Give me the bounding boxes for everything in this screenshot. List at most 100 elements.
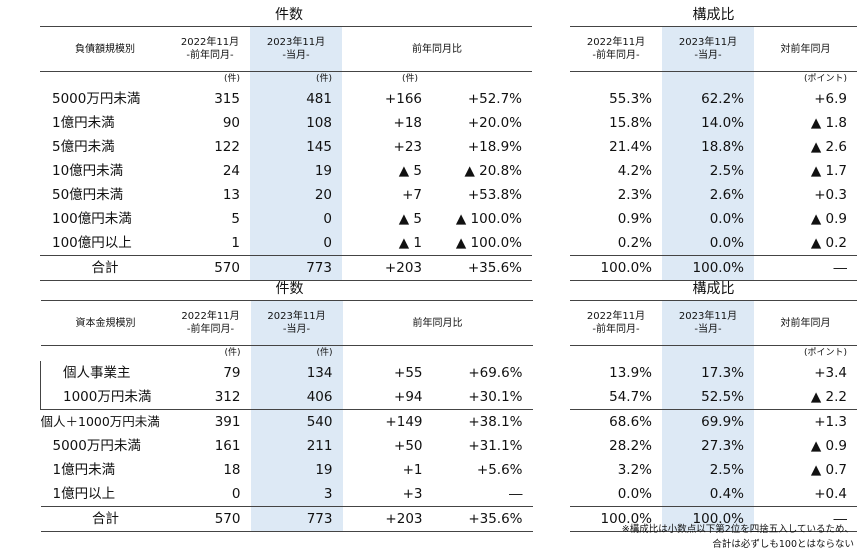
cell-prev: 0 xyxy=(231,486,241,502)
table-cell xyxy=(41,278,171,301)
column-header-prev: 2022年11月 -前年同月- xyxy=(170,300,251,346)
table-row: 50億円未満 13 20 +7 +53.8% xyxy=(40,183,532,207)
subtotal-row: 個人＋1000万円未満 391 540 +149 +38.1% xyxy=(40,409,533,434)
table-cell: 0.2% xyxy=(617,235,652,251)
cell-prev: 1 xyxy=(231,235,240,251)
ratio-table-capital: 構成比 2022年11月 -前年同月- 2023年11月 -当月- 対前年同月 (ポ… xyxy=(570,278,857,532)
table-cell: 0.0% xyxy=(662,231,754,256)
cell-current: 0 xyxy=(250,231,342,256)
cell-current: 773 xyxy=(250,255,342,281)
row-label: 1000万円未満 xyxy=(40,385,171,410)
table-cell: 55.3% xyxy=(609,91,652,107)
table-cell: +3.4 xyxy=(814,365,847,381)
cell-prev: 570 xyxy=(170,506,251,532)
table-cell: 27.3% xyxy=(662,434,754,458)
table-cell: ▲ 1.8 xyxy=(810,115,847,131)
column-header-current: 2023年11月 -当月- xyxy=(250,300,343,346)
table-cell: ▲ 1.7 xyxy=(810,163,847,179)
cell-current: 145 xyxy=(250,135,342,159)
table-row: 0.0% 0.4% +0.4 xyxy=(570,482,857,507)
column-header-yoy: 対前年同月 xyxy=(754,300,857,346)
section-title: 構成比 xyxy=(692,7,735,23)
count-table-capital: 件数 資本金規模別 2022年11月 -前年同月- 2023年11月 -当月- 前年… xyxy=(40,278,533,532)
table-cell: 28.2% xyxy=(609,438,652,454)
table-row: 0.2% 0.0% ▲ 0.2 xyxy=(570,231,857,256)
row-label: 50億円未満 xyxy=(52,187,124,203)
unit-label: (件) xyxy=(223,74,240,84)
cell-prev: 13 xyxy=(222,187,240,203)
table-cell: 0.9% xyxy=(617,211,652,227)
column-header-prev: 2022年11月 -前年同月- xyxy=(570,26,662,72)
table-cell xyxy=(570,72,662,88)
column-header-current: 2023年11月 -当月- xyxy=(662,26,754,72)
table-cell: 52.5% xyxy=(662,385,754,410)
cell-yoy: +166 +52.7% xyxy=(384,91,523,107)
unit-label: (件) xyxy=(250,345,343,361)
table-cell: 68.6% xyxy=(570,409,662,434)
table-row: 2.3% 2.6% +0.3 xyxy=(570,183,857,207)
section-title: 構成比 xyxy=(692,281,735,297)
subtotal-row: 68.6% 69.9% +1.3 xyxy=(570,409,857,434)
section-title: 件数 xyxy=(275,7,303,23)
row-label: 5000万円未満 xyxy=(52,91,141,107)
cell-prev: 24 xyxy=(222,163,240,179)
cell-current: 108 xyxy=(250,111,342,135)
table-cell: 2.6% xyxy=(662,183,754,207)
row-label: 100億円以上 xyxy=(52,235,132,251)
row-label: 個人＋1000万円未満 xyxy=(40,409,171,434)
table-row: 3.2% 2.5% ▲ 0.7 xyxy=(570,458,857,482)
column-header-label: 負債額規模別 xyxy=(40,26,170,72)
table-row: 100億円以上 1 0 ▲ 1 ▲ 100.0% xyxy=(40,231,532,256)
table-row: 1000万円未満 312 406 +94 +30.1% xyxy=(40,385,533,410)
table-cell: ▲ 0.9 xyxy=(810,211,847,227)
table-cell: 0.4% xyxy=(662,482,754,507)
table-cell: 14.0% xyxy=(662,111,754,135)
column-header-current: 2023年11月 -当月- xyxy=(662,300,754,346)
cell-current: 0 xyxy=(250,207,342,231)
table-cell xyxy=(570,346,662,362)
table-row: 1億円未満 18 19 +1 +5.6% xyxy=(41,458,533,482)
table-row: 21.4% 18.8% ▲ 2.6 xyxy=(570,135,857,159)
table-cell: 4.2% xyxy=(617,163,652,179)
row-label: 1億円以上 xyxy=(52,486,116,502)
table-cell: 54.7% xyxy=(609,389,652,405)
table-cell: ▲ 0.2 xyxy=(810,235,847,251)
cell-current: 211 xyxy=(250,434,343,458)
cell-yoy: +23 +18.9% xyxy=(393,139,523,155)
cell-yoy: ▲ 5 ▲ 20.8% xyxy=(398,163,523,179)
table-cell: 18.8% xyxy=(662,135,754,159)
cell-current: 20 xyxy=(250,183,342,207)
table-cell: 2.5% xyxy=(662,458,754,482)
cell-current: 3 xyxy=(250,482,343,507)
cell-current: 481 xyxy=(250,87,342,111)
row-label: 10億円未満 xyxy=(52,163,124,179)
row-label: 個人事業主 xyxy=(40,361,171,385)
footnote-line: 合計は必ずしも100とはならない xyxy=(712,539,854,550)
total-row: 100.0% 100.0% ― xyxy=(570,255,857,281)
table-cell: 13.9% xyxy=(609,365,652,381)
cell-yoy: +55 +69.6% xyxy=(394,365,523,381)
table-row: 0.9% 0.0% ▲ 0.9 xyxy=(570,207,857,231)
unit-label: (ポイント) xyxy=(803,348,847,358)
cell-prev: 18 xyxy=(223,462,241,478)
table-cell: 62.2% xyxy=(662,87,754,111)
table-cell: 0.0% xyxy=(662,207,754,231)
cell-yoy: +149 +38.1% xyxy=(342,409,533,434)
table-cell: 15.8% xyxy=(609,115,652,131)
column-header-label: 資本金規模別 xyxy=(40,300,171,346)
cell-prev: 570 xyxy=(170,255,250,281)
footnote-line: ※構成比は小数点以下第2位を四捨五入しているため、 xyxy=(621,524,854,535)
cell-current: 134 xyxy=(250,361,343,385)
table-cell: ▲ 0.9 xyxy=(810,438,847,454)
cell-current: 773 xyxy=(250,506,343,532)
table-cell: 17.3% xyxy=(662,361,754,385)
table-cell: 100.0% xyxy=(570,255,662,281)
column-header-current: 2023年11月 -当月- xyxy=(250,26,342,72)
table-cell: +1.3 xyxy=(754,409,857,434)
row-label: 1億円未満 xyxy=(52,462,116,478)
table-cell: ― xyxy=(754,255,857,281)
table-cell xyxy=(40,72,170,88)
cell-yoy: +94 +30.1% xyxy=(394,389,523,405)
column-header-yoy: 対前年同月 xyxy=(754,26,857,72)
table-cell: ▲ 2.6 xyxy=(810,139,847,155)
